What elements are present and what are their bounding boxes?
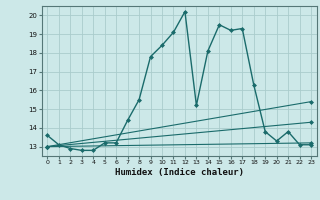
X-axis label: Humidex (Indice chaleur): Humidex (Indice chaleur) — [115, 168, 244, 177]
